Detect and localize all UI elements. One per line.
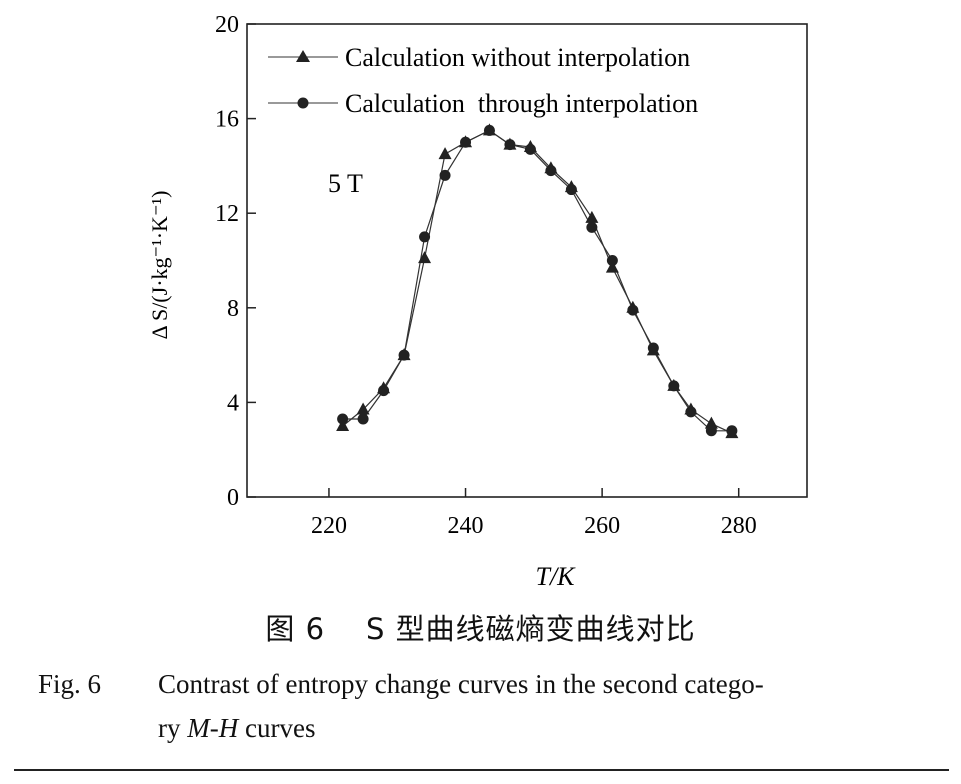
circle-marker xyxy=(398,349,410,361)
bottom-rule xyxy=(14,769,949,771)
caption-line-1: Fig. 6 Contrast of entropy change curves … xyxy=(38,662,764,706)
triangle-marker xyxy=(585,210,599,223)
circle-marker xyxy=(685,406,697,418)
circle-marker xyxy=(337,413,349,425)
caption-chinese: 图 6 S 型曲线磁熵变曲线对比 xyxy=(265,612,696,646)
triangle-marker xyxy=(356,402,370,415)
series-line-2 xyxy=(342,129,732,432)
circle-marker xyxy=(378,385,390,397)
circle-marker xyxy=(647,342,659,354)
x-tick-label: 280 xyxy=(721,513,757,539)
legend-circle-icon xyxy=(297,97,309,109)
plot-frame xyxy=(246,23,808,498)
circle-marker xyxy=(606,255,618,266)
data-markers xyxy=(336,123,739,439)
circle-marker xyxy=(357,413,369,425)
y-tick-label: 4 xyxy=(227,390,239,416)
circle-marker xyxy=(668,380,680,392)
circle-marker xyxy=(705,425,717,437)
circle-marker xyxy=(726,425,738,437)
y-tick-label: 12 xyxy=(215,201,239,227)
circle-marker xyxy=(586,221,598,233)
x-tick-label: 220 xyxy=(311,513,347,539)
field-annotation: 5 T xyxy=(328,169,363,198)
y-tick-label: 0 xyxy=(227,485,239,511)
circle-marker xyxy=(545,165,557,177)
circle-marker xyxy=(460,136,472,148)
y-tick-label: 8 xyxy=(227,296,239,322)
caption-text-2a: ry xyxy=(158,713,188,743)
axes: 220 240 260 280 0 4 8 12 16 20 xyxy=(215,12,757,539)
x-tick-label: 240 xyxy=(448,513,484,539)
legend: Calculation without interpolation Calcul… xyxy=(268,43,698,118)
circle-marker xyxy=(524,143,536,155)
caption-line-2: ry M-H curves xyxy=(38,706,764,750)
circle-marker xyxy=(439,169,451,181)
entropy-change-chart: 220 240 260 280 0 4 8 12 16 20 Δ S/(J·kg⁻¹·K⁻¹) T… xyxy=(147,12,808,591)
caption-english: Fig. 6 Contrast of entropy change curves … xyxy=(38,662,764,750)
circle-marker xyxy=(419,231,431,243)
x-axis-label: T/K xyxy=(535,562,576,591)
legend-triangle-icon xyxy=(296,50,310,62)
y-axis-label: Δ S/(J·kg⁻¹·K⁻¹) xyxy=(147,191,172,340)
circle-marker xyxy=(483,124,495,136)
legend-label-2: Calculation through interpolation xyxy=(345,89,698,118)
triangle-marker xyxy=(605,260,619,273)
circle-marker xyxy=(565,184,577,196)
y-tick-label: 16 xyxy=(215,107,239,133)
series-lines xyxy=(342,129,733,434)
x-tick-label: 260 xyxy=(584,513,620,539)
caption-text-2b: curves xyxy=(238,713,316,743)
y-tick-label: 20 xyxy=(215,12,239,38)
triangle-marker xyxy=(418,251,432,264)
triangle-marker xyxy=(336,419,350,432)
caption-text-1: Contrast of entropy change curves in the… xyxy=(158,669,764,699)
circle-marker xyxy=(627,304,639,316)
triangle-marker xyxy=(704,416,718,429)
triangle-marker xyxy=(438,147,452,160)
caption-text-2-italic: M-H xyxy=(187,713,239,743)
figure-label: Fig. 6 xyxy=(38,669,102,699)
circle-marker xyxy=(504,139,516,151)
legend-label-1: Calculation without interpolation xyxy=(345,43,690,72)
